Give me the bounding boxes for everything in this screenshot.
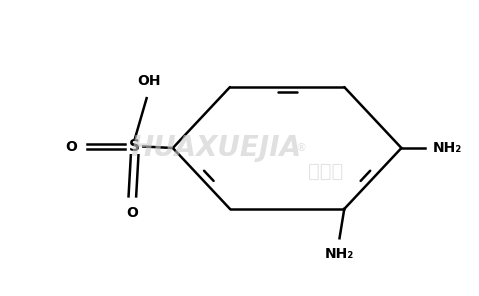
Text: NH₂: NH₂: [433, 141, 462, 155]
Text: ®: ®: [296, 143, 307, 153]
Text: O: O: [126, 206, 138, 220]
Text: OH: OH: [137, 74, 161, 88]
Text: 化学加: 化学加: [308, 162, 343, 181]
Text: NH₂: NH₂: [325, 247, 354, 261]
Text: O: O: [66, 139, 77, 154]
Text: S: S: [129, 139, 140, 154]
Text: HUAXUEJIA: HUAXUEJIA: [130, 134, 301, 162]
